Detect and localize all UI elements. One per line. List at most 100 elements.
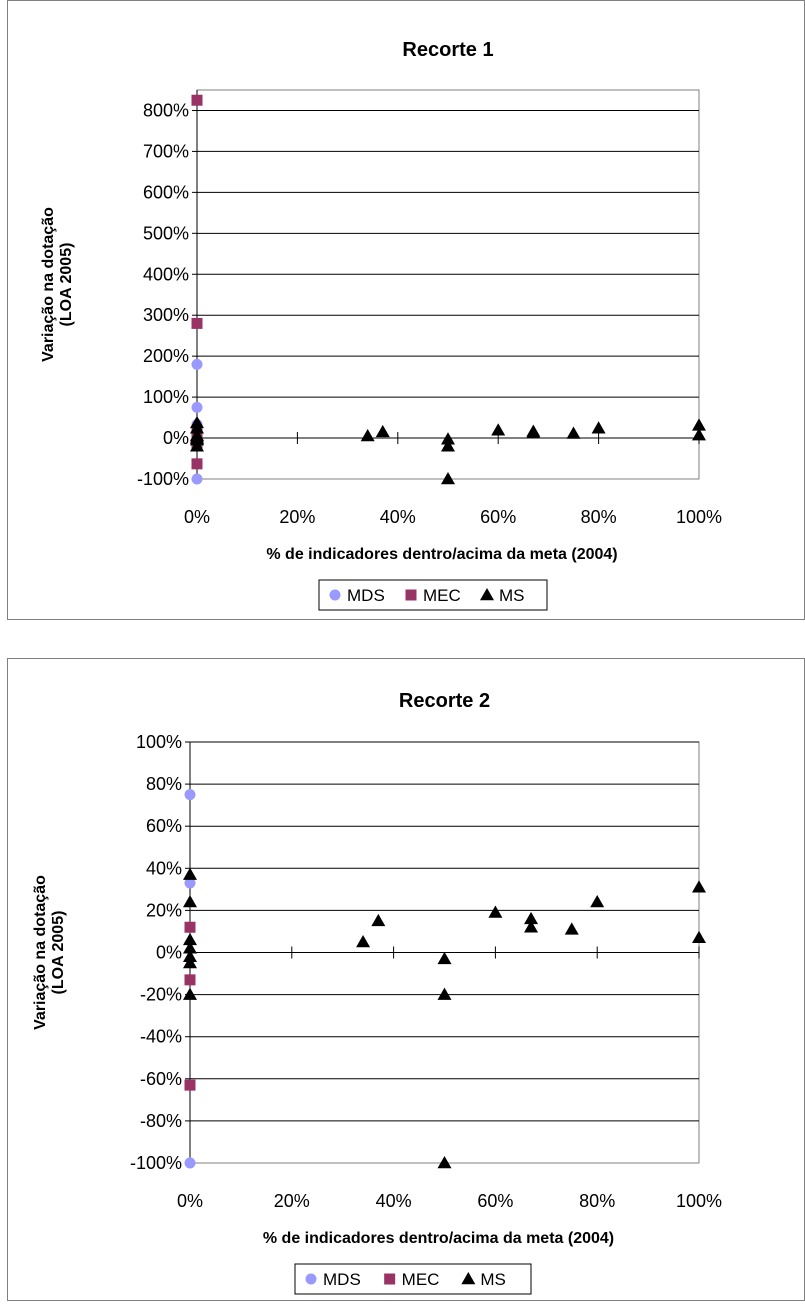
chart-title: Recorte 1 [402, 39, 493, 61]
y-tick-label: 200% [143, 346, 189, 366]
y-tick-label: -20% [140, 985, 182, 1005]
data-point [566, 426, 581, 439]
y-axis-label-line: Variação na dotação [40, 207, 57, 362]
chart-recorte-2: Recorte 2 -100% -80% -60% -40% -20% 0% 20% 40% 60… [7, 658, 805, 1301]
y-tick-label: 800% [143, 100, 189, 120]
y-tick-label: 700% [143, 141, 189, 161]
y-tick-label: 40% [146, 858, 182, 878]
x-axis-label: % de indicadores dentro/acima da meta (2… [263, 1230, 614, 1247]
x-axis-label: % de indicadores dentro/acima da meta (2… [266, 546, 617, 563]
data-point [591, 421, 606, 434]
chart-recorte-1: Recorte 1 -100% 0% 100% 200% 300% 400% 500% 600%… [7, 0, 805, 620]
data-point [184, 921, 196, 933]
x-tick-label: 40% [376, 1191, 412, 1211]
series-ms [183, 867, 706, 1169]
legend-label: MS [499, 586, 525, 605]
x-tick-label: 20% [274, 1191, 310, 1211]
y-tick-label: -80% [140, 1111, 182, 1131]
y-tick-label: 20% [146, 900, 182, 920]
data-point [190, 439, 204, 452]
data-point [692, 428, 706, 441]
data-point [524, 911, 539, 925]
data-point [184, 789, 196, 801]
data-point [441, 472, 455, 485]
y-tick-label: 600% [143, 182, 189, 202]
y-axis-label-line: (LOA 2005) [50, 911, 67, 995]
data-point [524, 920, 539, 933]
data-point [692, 930, 706, 944]
x-tick-label: 100% [676, 507, 722, 527]
data-point [360, 429, 375, 442]
data-point [371, 913, 386, 927]
y-tick-label: 400% [143, 264, 189, 284]
x-tick-label: 80% [581, 507, 617, 527]
data-point [183, 867, 197, 880]
y-tick-label: -100% [130, 1153, 182, 1173]
data-point [183, 949, 197, 962]
data-point [437, 951, 452, 965]
data-point [590, 894, 605, 908]
series-mds [184, 789, 196, 1169]
data-point [183, 941, 197, 954]
y-tick-label: -60% [140, 1069, 182, 1089]
data-point [564, 922, 579, 935]
series-ms [190, 415, 706, 485]
x-tick-label: 0% [184, 507, 210, 527]
data-point [191, 358, 203, 370]
data-point [191, 473, 203, 485]
series-mec [184, 921, 196, 1091]
data-point [191, 94, 203, 106]
x-tick-label: 60% [477, 1191, 513, 1211]
legend-label: MDS [347, 586, 385, 605]
data-point [441, 432, 455, 445]
data-point [184, 1157, 196, 1169]
y-axis-label: Variação na dotação (LOA 2005) [32, 875, 67, 1030]
legend-label: MEC [402, 1270, 440, 1289]
data-point [190, 433, 204, 446]
legend-marker [461, 1272, 476, 1285]
y-axis-label: Variação na dotação (LOA 2005) [40, 207, 75, 362]
legend-marker [480, 588, 494, 601]
data-point [441, 439, 455, 452]
y-tick-label: 60% [146, 816, 182, 836]
x-tick-label: 0% [177, 1191, 203, 1211]
data-point [183, 894, 197, 908]
y-tick-label: -100% [137, 469, 189, 489]
legend-marker [384, 1273, 396, 1285]
data-point [191, 458, 203, 470]
legend-marker [329, 589, 341, 601]
y-tick-label: 0% [163, 428, 189, 448]
chart-recorte-2-svg: Recorte 2 -100% -80% -60% -40% -20% 0% 20% 40% 60… [32, 690, 722, 1295]
x-tick-label: 80% [579, 1191, 615, 1211]
y-axis-label-line: (LOA 2005) [58, 243, 75, 327]
data-point [488, 905, 503, 918]
chart-title: Recorte 2 [399, 690, 490, 712]
y-tick-label: 300% [143, 305, 189, 325]
y-tick-label: -40% [140, 1027, 182, 1047]
data-point [191, 317, 203, 329]
data-point [184, 974, 196, 986]
legend-label: MEC [423, 586, 461, 605]
plot-area [196, 89, 700, 480]
data-point [356, 934, 371, 948]
x-tick-label: 40% [380, 507, 416, 527]
x-tick-label: 100% [676, 1191, 722, 1211]
data-point [183, 956, 197, 969]
y-tick-label: 0% [156, 943, 182, 963]
legend-box [294, 1263, 532, 1295]
data-point [184, 1079, 196, 1091]
y-tick-label: 100% [136, 732, 182, 752]
data-point [437, 1156, 452, 1169]
y-tick-label: 500% [143, 223, 189, 243]
data-point [692, 880, 706, 893]
data-point [191, 401, 203, 413]
data-point [692, 418, 706, 431]
data-point [190, 421, 204, 434]
y-axis-label-line: Variação na dotação [32, 875, 49, 1030]
legend-label: MDS [323, 1270, 361, 1289]
data-point [526, 426, 541, 439]
data-point [183, 987, 197, 1000]
data-point [375, 424, 390, 438]
x-tick-label: 60% [480, 507, 516, 527]
data-point [437, 987, 452, 1000]
